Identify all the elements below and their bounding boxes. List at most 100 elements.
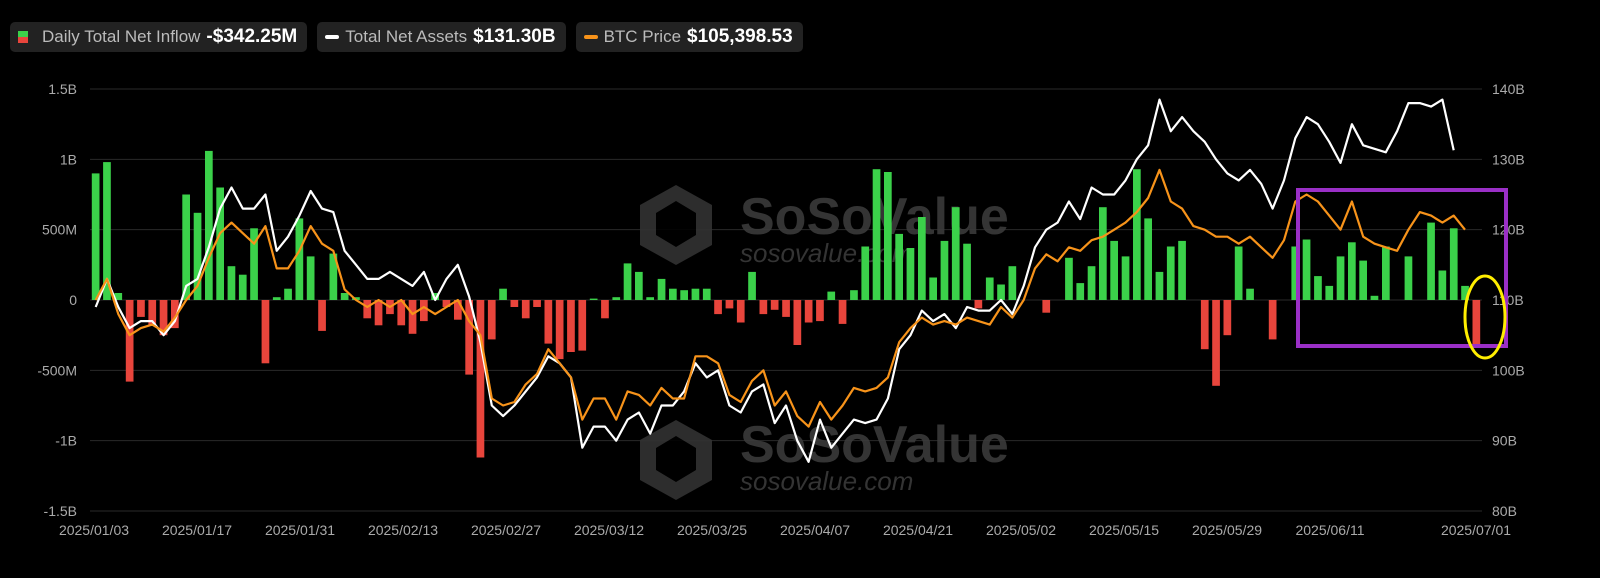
inflow-bar	[272, 297, 281, 300]
inflow-bar	[137, 300, 145, 317]
inflow-bar	[782, 300, 790, 317]
y-tick-left: -1.5B	[44, 503, 77, 519]
inflow-bar	[1382, 246, 1390, 300]
inflow-bar	[657, 278, 666, 300]
y-tick-right: 80B	[1492, 503, 1517, 519]
x-tick-label: 2025/07/01	[1441, 522, 1511, 538]
inflow-bar	[940, 240, 949, 300]
inflow-bar	[804, 300, 813, 323]
inflow-bar	[171, 300, 179, 329]
y-tick-right: 100B	[1492, 362, 1525, 378]
inflow-bar	[850, 290, 858, 300]
highlight-circle	[1463, 274, 1507, 360]
x-tick-label: 2025/05/15	[1089, 522, 1159, 538]
highlight-box	[1296, 188, 1508, 348]
legend-btc[interactable]: BTC Price $105,398.53	[575, 22, 803, 52]
sosovalue-logo-icon	[640, 420, 712, 500]
inflow-bar	[340, 293, 349, 300]
x-tick-label: 2025/06/11	[1295, 522, 1364, 538]
legend-inflow[interactable]: Daily Total Net Inflow -$342.25M	[10, 22, 308, 52]
inflow-bar	[1370, 295, 1379, 300]
legend-assets[interactable]: Total Net Assets $131.30B	[317, 22, 566, 52]
annotations	[1296, 188, 1508, 360]
inflow-bar	[250, 228, 258, 300]
x-tick-label: 2025/03/12	[574, 522, 644, 538]
inflow-bar	[669, 288, 677, 300]
inflow-bar	[1042, 300, 1051, 313]
inflow-bar	[1133, 169, 1141, 300]
inflow-bar	[465, 300, 473, 375]
inflow-bar	[1404, 256, 1413, 300]
bar-swatch-icon	[18, 31, 28, 43]
inflow-bar	[91, 173, 100, 300]
inflow-bar	[997, 284, 1005, 300]
y-tick-right: 120B	[1492, 222, 1525, 238]
inflow-bar	[487, 300, 496, 340]
inflow-bar	[827, 291, 836, 300]
inflow-bar	[1336, 256, 1345, 300]
inflow-bar	[1166, 246, 1175, 300]
legend-inflow-label: Daily Total Net Inflow	[42, 27, 201, 46]
inflow-bar	[963, 243, 971, 300]
inflow-bar	[816, 300, 824, 322]
inflow-bar	[533, 300, 541, 307]
inflow-bar	[872, 169, 881, 300]
inflow-bar	[589, 298, 598, 300]
inflow-bar	[646, 297, 654, 300]
inflow-bar	[1200, 300, 1209, 350]
inflow-bar	[193, 212, 202, 300]
inflow-bar	[261, 300, 270, 364]
inflow-bar	[159, 300, 168, 336]
inflow-bar	[329, 253, 338, 300]
inflow-bar	[793, 300, 802, 345]
x-tick-label: 2025/02/13	[368, 522, 438, 538]
inflow-bar	[1110, 240, 1118, 300]
inflow-bar	[544, 300, 553, 344]
inflow-bar	[1325, 285, 1334, 300]
inflow-bar	[1348, 242, 1356, 300]
inflow-bar	[623, 263, 632, 300]
inflow-bar	[1223, 300, 1232, 336]
x-tick-label: 2025/04/21	[883, 522, 953, 538]
series-lines	[94, 98, 1466, 463]
inflow-bar	[216, 187, 224, 300]
sosovalue-logo-icon	[640, 185, 712, 265]
inflow-bar	[1155, 271, 1164, 300]
inflow-bar	[748, 271, 756, 300]
inflow-bar	[205, 150, 213, 300]
inflow-bar	[1212, 300, 1220, 386]
inflow-bar	[985, 277, 994, 300]
line-swatch-icon	[325, 35, 340, 39]
inflow-bar	[125, 300, 134, 382]
inflow-bar	[1008, 266, 1017, 300]
inflow-bar	[1144, 218, 1152, 300]
inflow-bar	[884, 172, 892, 300]
line-swatch-icon	[583, 35, 598, 39]
inflow-bar	[736, 300, 745, 323]
x-tick-label: 2025/01/17	[162, 522, 232, 538]
watermark-brand: SoSoValue	[740, 416, 1009, 474]
inflow-bar	[1234, 246, 1243, 300]
y-tick-right: 140B	[1492, 81, 1525, 97]
watermark-url: sosovalue.com	[740, 466, 913, 496]
y-tick-left: 1B	[60, 151, 77, 167]
inflow-bar	[1427, 222, 1435, 300]
inflow-bar	[702, 288, 711, 300]
inflow-bar	[431, 293, 439, 300]
legend-btc-value: $105,398.53	[687, 26, 793, 47]
inflow-bar	[182, 194, 190, 300]
inflow-bar	[691, 288, 700, 300]
inflow-bar	[454, 300, 462, 320]
inflow-bar	[521, 300, 530, 319]
inflow-bar	[1314, 276, 1322, 300]
y-tick-right: 130B	[1492, 151, 1525, 167]
inflow-bar	[759, 300, 768, 315]
inflow-bar	[1099, 207, 1107, 300]
inflow-bar	[680, 290, 688, 300]
x-tick-label: 2025/02/27	[471, 522, 541, 538]
inflow-bar	[1121, 256, 1130, 300]
inflow-bar	[499, 288, 507, 300]
y-tick-left: -1B	[55, 433, 77, 449]
